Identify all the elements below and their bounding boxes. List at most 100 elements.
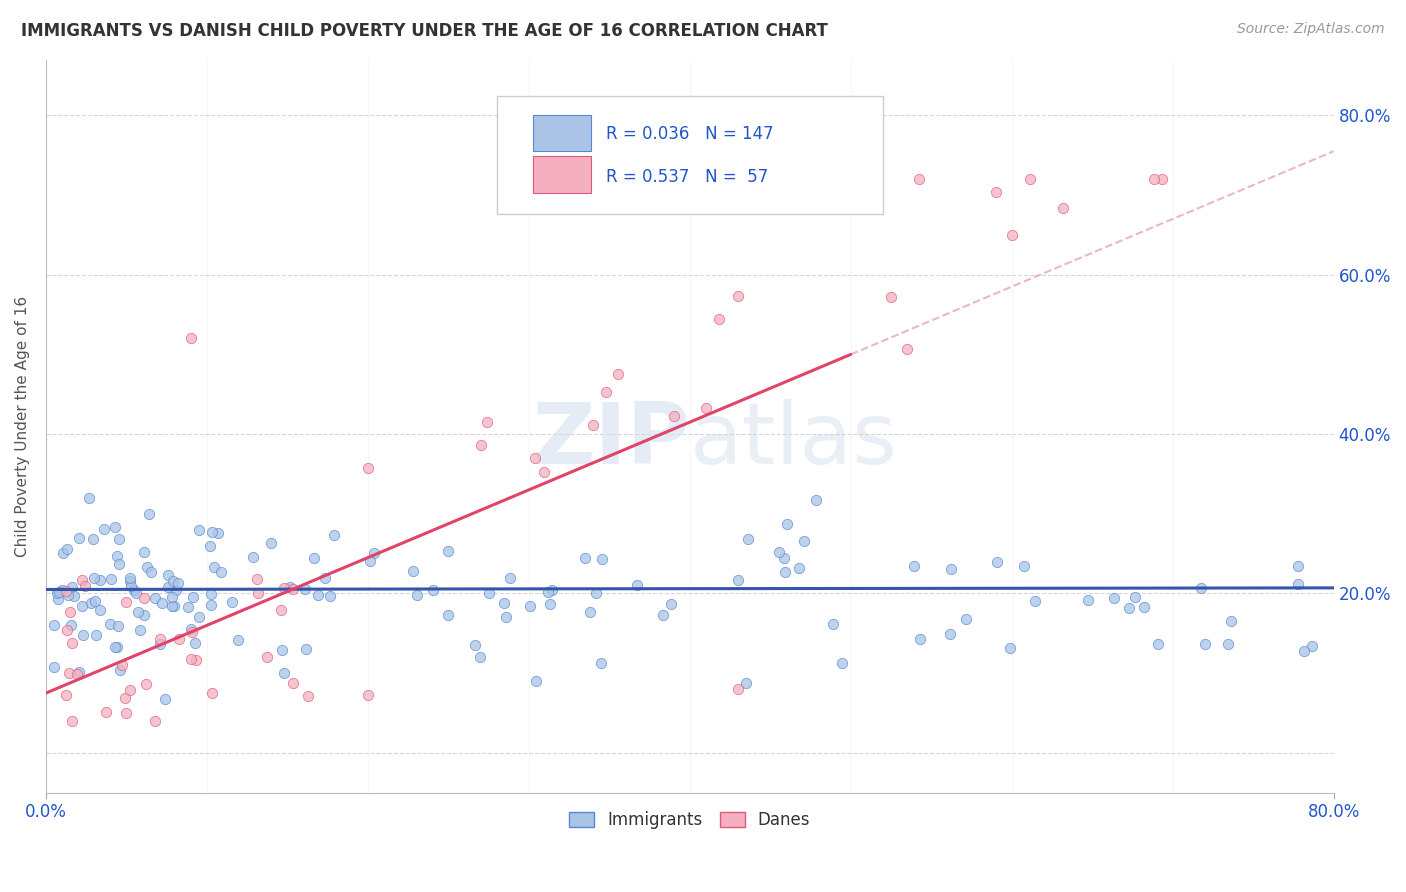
Point (122, 582, 145, 597)
Point (524, 673, 547, 688)
Point (167, 632, 190, 646)
Point (167, 576, 190, 591)
Point (188, 523, 211, 537)
Point (297, 689, 319, 703)
Point (709, 312, 731, 326)
Text: R = 0.036   N = 147: R = 0.036 N = 147 (606, 126, 773, 144)
Point (581, 417, 603, 432)
Point (104, 520, 127, 534)
Point (437, 544, 460, 558)
Point (183, 636, 205, 650)
Point (775, 565, 797, 579)
Point (75, 579, 97, 593)
Point (58, 588, 80, 602)
Point (58, 665, 80, 680)
Point (160, 599, 183, 613)
Point (1301, 639, 1323, 653)
Point (585, 586, 607, 600)
Point (118, 571, 141, 585)
Point (773, 550, 796, 565)
Point (180, 622, 202, 636)
Point (93, 522, 115, 536)
Point (538, 597, 561, 611)
Point (270, 603, 292, 617)
Point (209, 565, 232, 579)
Point (793, 533, 815, 548)
Text: atlas: atlas (690, 400, 898, 483)
Point (1146, 637, 1168, 651)
Point (986, 185, 1008, 199)
Point (1220, 614, 1243, 628)
Point (198, 539, 221, 553)
Point (260, 536, 283, 550)
Point (51, 546, 73, 560)
Point (110, 663, 132, 677)
Point (662, 409, 685, 424)
Legend: Immigrants, Danes: Immigrants, Danes (562, 805, 817, 836)
Point (1052, 202, 1074, 216)
Point (162, 574, 184, 589)
Point (589, 656, 612, 670)
Point (201, 524, 224, 539)
Point (110, 658, 132, 673)
Point (578, 605, 600, 619)
Point (107, 557, 129, 571)
Point (939, 627, 962, 641)
Point (200, 587, 222, 601)
Point (48, 585, 70, 599)
Point (591, 552, 613, 566)
Point (727, 682, 749, 697)
Point (1292, 644, 1315, 658)
Point (132, 607, 155, 622)
Point (495, 610, 517, 624)
Point (804, 493, 827, 508)
Point (295, 641, 318, 656)
Point (148, 637, 170, 651)
Point (107, 640, 129, 655)
Point (659, 597, 682, 611)
Point (96, 705, 118, 719)
Point (125, 586, 148, 600)
Point (776, 517, 799, 532)
Point (153, 692, 176, 706)
Point (72, 628, 94, 642)
Point (271, 643, 294, 657)
Point (62, 589, 84, 603)
Point (55, 583, 77, 598)
Point (165, 582, 187, 597)
Point (1194, 637, 1216, 651)
Point (524, 450, 547, 465)
Point (281, 676, 304, 690)
Point (42, 617, 65, 632)
Point (1218, 637, 1240, 651)
Point (734, 675, 756, 690)
Point (359, 554, 381, 568)
Point (302, 551, 325, 566)
Point (402, 565, 425, 579)
Point (207, 526, 229, 541)
Point (1024, 594, 1046, 608)
Point (695, 401, 717, 416)
Point (406, 588, 429, 602)
Point (422, 583, 444, 598)
Point (319, 590, 342, 604)
Point (67, 531, 90, 545)
Point (181, 590, 204, 604)
Point (59, 618, 82, 632)
Text: Source: ZipAtlas.com: Source: ZipAtlas.com (1237, 22, 1385, 37)
Point (70, 599, 93, 614)
Point (135, 677, 157, 691)
Point (652, 608, 675, 623)
Point (180, 652, 202, 666)
Text: R = 0.537   N =  57: R = 0.537 N = 57 (606, 168, 768, 186)
Point (737, 532, 759, 546)
Point (626, 578, 648, 592)
Point (184, 653, 207, 667)
Point (363, 546, 385, 560)
Point (537, 584, 560, 599)
Point (226, 633, 249, 648)
Point (278, 580, 301, 594)
Point (89, 603, 111, 617)
Point (574, 551, 596, 566)
Point (120, 579, 142, 593)
